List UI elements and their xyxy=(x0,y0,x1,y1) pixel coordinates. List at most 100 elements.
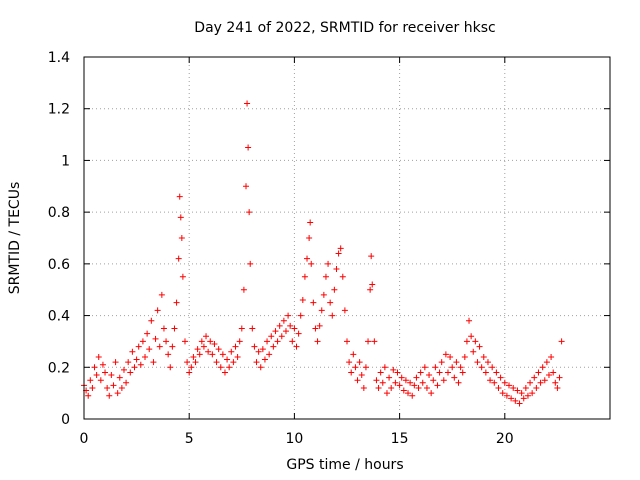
data-point xyxy=(236,338,243,345)
data-point xyxy=(436,369,443,376)
data-point xyxy=(219,351,226,358)
data-point xyxy=(131,364,138,371)
data-point xyxy=(554,384,561,391)
data-point xyxy=(512,397,519,404)
data-point xyxy=(413,374,420,381)
data-point xyxy=(434,382,441,389)
data-point xyxy=(421,364,428,371)
data-point xyxy=(550,369,557,376)
data-point xyxy=(529,390,536,397)
data-point xyxy=(518,390,525,397)
data-point xyxy=(165,351,172,358)
data-point xyxy=(468,333,475,340)
data-point xyxy=(552,379,559,386)
data-point xyxy=(350,351,357,358)
data-point xyxy=(257,364,264,371)
data-point xyxy=(484,359,491,366)
data-point xyxy=(548,353,555,360)
data-point xyxy=(129,348,136,355)
data-point xyxy=(181,338,188,345)
data-point xyxy=(184,359,191,366)
data-point xyxy=(175,255,182,262)
data-point xyxy=(127,369,134,376)
data-point xyxy=(331,286,338,293)
data-point xyxy=(377,369,384,376)
data-point xyxy=(535,369,542,376)
data-point xyxy=(398,374,405,381)
data-point xyxy=(337,245,344,252)
data-point xyxy=(135,343,142,350)
data-point xyxy=(531,374,538,381)
data-point xyxy=(209,351,216,358)
data-point xyxy=(249,325,256,332)
data-point xyxy=(415,384,422,391)
data-point xyxy=(508,395,515,402)
data-point xyxy=(430,377,437,384)
data-point xyxy=(169,343,176,350)
data-point xyxy=(341,307,348,314)
data-point xyxy=(520,395,527,402)
data-point xyxy=(205,348,212,355)
data-point xyxy=(295,330,302,337)
data-point xyxy=(203,333,210,340)
data-point xyxy=(383,390,390,397)
data-point xyxy=(409,392,416,399)
data-point xyxy=(276,322,283,329)
data-point xyxy=(501,379,508,386)
data-point xyxy=(272,328,279,335)
data-point xyxy=(447,353,454,360)
data-point xyxy=(244,100,251,107)
data-point xyxy=(137,361,144,368)
data-point xyxy=(221,369,228,376)
data-point xyxy=(108,372,115,379)
data-point xyxy=(444,369,451,376)
data-point xyxy=(438,359,445,366)
data-point xyxy=(255,348,262,355)
data-point xyxy=(470,348,477,355)
y-tick-label: 0.4 xyxy=(48,309,70,325)
data-point xyxy=(230,359,237,366)
data-point xyxy=(91,364,98,371)
data-point xyxy=(411,382,418,389)
data-point xyxy=(266,351,273,358)
data-point xyxy=(278,333,285,340)
y-tick-label: 1.4 xyxy=(48,50,70,66)
data-point xyxy=(106,392,113,399)
data-point xyxy=(432,364,439,371)
data-point xyxy=(299,297,306,304)
data-point xyxy=(158,291,165,298)
y-axis-label: SRMTID / TECUs xyxy=(7,182,23,295)
data-point xyxy=(190,353,197,360)
data-point xyxy=(259,346,266,353)
data-point xyxy=(362,364,369,371)
data-point xyxy=(453,359,460,366)
data-point xyxy=(339,273,346,280)
data-point xyxy=(516,400,523,407)
x-tick-label: 0 xyxy=(80,431,89,447)
data-point xyxy=(499,390,506,397)
data-point xyxy=(95,353,102,360)
data-point xyxy=(200,343,207,350)
data-point xyxy=(449,364,456,371)
y-tick-label: 0.8 xyxy=(48,205,70,221)
x-tick-label: 5 xyxy=(185,431,194,447)
data-point xyxy=(177,214,184,221)
data-point xyxy=(102,369,109,376)
data-point xyxy=(251,343,258,350)
y-tick-label: 1.2 xyxy=(48,102,70,118)
data-point xyxy=(104,384,111,391)
data-point xyxy=(487,377,494,384)
data-point xyxy=(285,312,292,319)
data-point xyxy=(472,338,479,345)
data-point xyxy=(114,390,121,397)
data-point xyxy=(365,338,372,345)
data-point xyxy=(514,387,521,394)
data-point xyxy=(457,364,464,371)
data-point xyxy=(139,338,146,345)
data-point xyxy=(316,322,323,329)
data-point xyxy=(228,348,235,355)
data-point xyxy=(493,369,500,376)
data-point xyxy=(545,372,552,379)
data-point xyxy=(541,377,548,384)
